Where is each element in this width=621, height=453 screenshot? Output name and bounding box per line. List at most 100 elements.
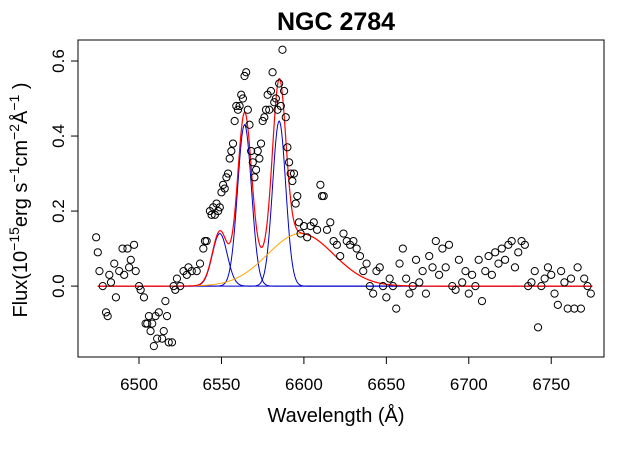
data-point: [275, 79, 284, 88]
data-point: [537, 281, 546, 291]
data-point: [110, 259, 119, 268]
data-point: [202, 236, 211, 246]
data-point: [421, 289, 431, 298]
data-point: [550, 289, 559, 298]
data-point: [139, 293, 149, 302]
data-point: [253, 146, 262, 156]
y-axis-label-part: Flux(10: [10, 251, 32, 318]
data-point: [441, 263, 450, 272]
data-point: [322, 225, 332, 234]
y-axis-label-part: Å: [9, 110, 32, 124]
data-point: [405, 289, 414, 298]
data-point: [398, 244, 407, 253]
data-point: [169, 281, 178, 291]
data-point: [200, 236, 210, 246]
data-point: [359, 266, 368, 276]
data-point: [425, 251, 434, 261]
data-point: [149, 342, 158, 351]
plot-frame: [77, 39, 605, 358]
data-point: [402, 274, 411, 283]
data-point: [312, 225, 322, 234]
data-point: [260, 113, 269, 122]
y-axis-label: Flux(10−15erg s−1cm−2Å−1 ): [6, 82, 32, 317]
data-point: [268, 68, 277, 77]
y-tick-label: 0.4: [49, 124, 68, 148]
total-fit-curve: [97, 77, 593, 287]
data-point: [510, 263, 520, 272]
data-point: [428, 263, 437, 272]
data-point: [553, 300, 562, 309]
y-axis-label-part: −2: [6, 124, 22, 140]
data-point: [115, 266, 124, 276]
x-tick-label: 6700: [450, 375, 488, 394]
data-point: [235, 101, 244, 111]
data-point: [477, 297, 487, 306]
data-point: [111, 293, 121, 302]
data-point: [120, 270, 129, 279]
x-tick-label: 6600: [285, 375, 323, 394]
data-point: [223, 169, 233, 178]
data-point: [418, 266, 427, 276]
data-point: [93, 248, 102, 257]
data-point: [251, 165, 261, 174]
data-point: [148, 319, 157, 328]
x-tick-label: 6750: [532, 375, 570, 394]
data-point: [161, 297, 170, 306]
data-point: [125, 263, 134, 272]
data-point: [265, 105, 274, 114]
data-point: [98, 281, 107, 291]
y-tick-label: 0.2: [49, 199, 68, 223]
data-point: [219, 180, 228, 189]
x-axis-label: Wavelength (Å): [267, 404, 404, 427]
data-point: [225, 154, 234, 163]
data-point: [326, 218, 335, 227]
data-point: [296, 229, 305, 238]
data-point: [95, 266, 104, 276]
data-point: [245, 120, 254, 129]
data-point: [293, 191, 302, 201]
data-point: [355, 251, 365, 261]
data-point: [195, 259, 205, 268]
data-point: [136, 285, 145, 294]
data-point: [153, 334, 162, 343]
data-point: [242, 68, 251, 77]
data-point: [159, 327, 168, 336]
data-point: [162, 312, 172, 321]
data-point: [237, 90, 246, 99]
data-point: [497, 244, 506, 253]
data-point: [451, 285, 460, 294]
data-point: [144, 312, 154, 321]
data-point: [106, 278, 116, 287]
data-point: [467, 270, 477, 279]
data-point: [540, 274, 549, 283]
data-point: [395, 259, 404, 268]
data-point: [533, 323, 543, 332]
x-tick-label: 6500: [120, 375, 158, 394]
data-point: [266, 86, 276, 96]
data-point: [500, 255, 510, 264]
data-point: [573, 263, 582, 272]
data-point: [222, 173, 231, 182]
y-axis-label-part: −1: [6, 166, 22, 182]
data-point: [118, 244, 127, 253]
y-axis-label-part: −15: [6, 227, 22, 251]
data-point: [283, 143, 292, 152]
y-axis-label-part: −1: [6, 94, 22, 110]
data-point: [278, 45, 287, 54]
data-point: [507, 236, 516, 246]
y-axis-label-part: ): [10, 82, 32, 94]
data-point: [411, 255, 421, 264]
data-point: [238, 94, 247, 103]
y-axis-label-part: erg s: [10, 183, 32, 227]
data-point: [560, 278, 569, 287]
data-point: [580, 274, 589, 283]
data-point: [291, 199, 300, 208]
data-point: [215, 203, 224, 212]
data-point: [214, 206, 223, 216]
data-point: [281, 113, 290, 122]
data-point: [586, 289, 595, 298]
data-point: [289, 169, 299, 178]
data-point: [167, 338, 177, 347]
data-point: [187, 266, 196, 276]
data-point: [220, 184, 229, 193]
